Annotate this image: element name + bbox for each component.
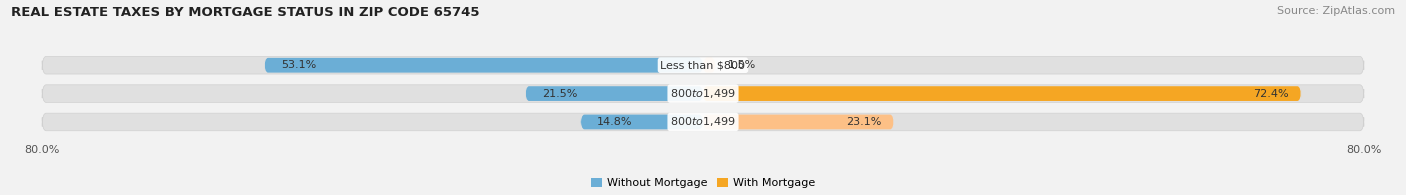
Text: 23.1%: 23.1% [846, 117, 882, 127]
Text: 53.1%: 53.1% [281, 60, 316, 70]
FancyBboxPatch shape [703, 58, 716, 73]
Legend: Without Mortgage, With Mortgage: Without Mortgage, With Mortgage [586, 174, 820, 193]
Text: Less than $800: Less than $800 [661, 60, 745, 70]
FancyBboxPatch shape [526, 86, 703, 101]
Text: $800 to $1,499: $800 to $1,499 [671, 87, 735, 100]
FancyBboxPatch shape [581, 115, 703, 129]
FancyBboxPatch shape [264, 58, 703, 73]
Text: $800 to $1,499: $800 to $1,499 [671, 115, 735, 129]
FancyBboxPatch shape [42, 56, 1364, 74]
FancyBboxPatch shape [703, 115, 894, 129]
Text: 21.5%: 21.5% [541, 89, 578, 99]
Text: Source: ZipAtlas.com: Source: ZipAtlas.com [1277, 6, 1395, 16]
Text: 1.5%: 1.5% [728, 60, 756, 70]
FancyBboxPatch shape [703, 86, 1301, 101]
Text: 14.8%: 14.8% [598, 117, 633, 127]
Text: 72.4%: 72.4% [1253, 89, 1289, 99]
FancyBboxPatch shape [42, 113, 1364, 131]
FancyBboxPatch shape [42, 85, 1364, 102]
Text: REAL ESTATE TAXES BY MORTGAGE STATUS IN ZIP CODE 65745: REAL ESTATE TAXES BY MORTGAGE STATUS IN … [11, 6, 479, 19]
